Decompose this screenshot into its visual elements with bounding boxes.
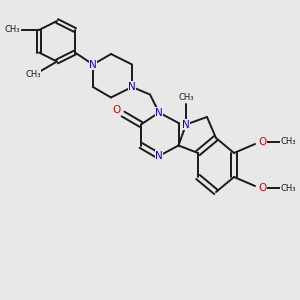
Text: CH₃: CH₃ (178, 93, 194, 102)
Text: O: O (112, 105, 121, 116)
Text: N: N (155, 151, 163, 161)
Text: O: O (258, 136, 267, 147)
Text: N: N (182, 119, 190, 130)
Text: N: N (128, 82, 136, 92)
Text: CH₃: CH₃ (25, 70, 41, 79)
Text: O: O (258, 183, 267, 194)
Text: CH₃: CH₃ (281, 184, 296, 193)
Text: CH₃: CH₃ (281, 137, 296, 146)
Text: N: N (155, 107, 163, 118)
Text: CH₃: CH₃ (5, 26, 20, 34)
Text: N: N (89, 59, 97, 70)
